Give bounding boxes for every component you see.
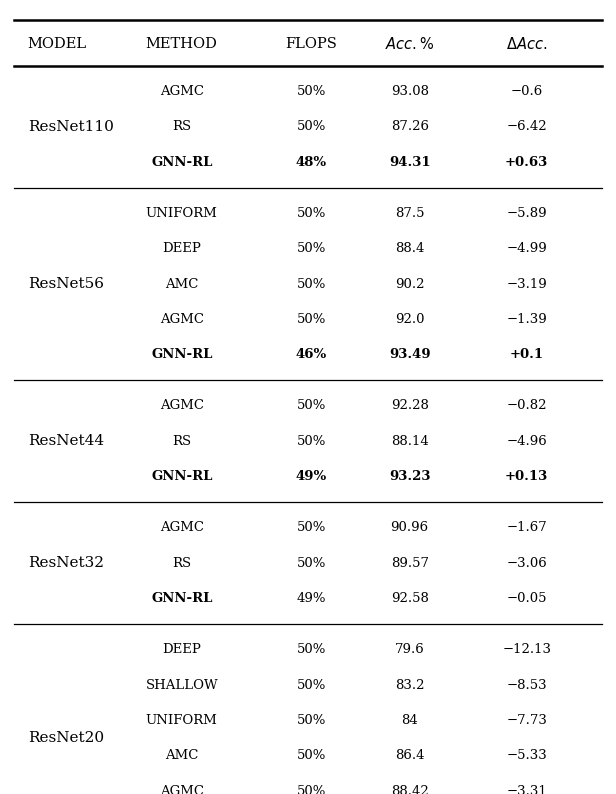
Text: −0.05: −0.05: [506, 592, 547, 605]
Text: 50%: 50%: [296, 313, 326, 326]
Text: 50%: 50%: [296, 643, 326, 656]
Text: 88.4: 88.4: [395, 242, 424, 255]
Text: ResNet110: ResNet110: [28, 120, 113, 134]
Text: AMC: AMC: [165, 750, 198, 762]
Text: −3.06: −3.06: [506, 557, 547, 569]
Text: AGMC: AGMC: [160, 784, 204, 794]
Text: UNIFORM: UNIFORM: [146, 207, 217, 220]
Text: GNN-RL: GNN-RL: [151, 592, 213, 605]
Text: 50%: 50%: [296, 242, 326, 255]
Text: 50%: 50%: [296, 557, 326, 569]
Text: RS: RS: [172, 121, 192, 133]
Text: $\mathit{Acc.}\%$: $\mathit{Acc.}\%$: [385, 36, 434, 52]
Text: ResNet56: ResNet56: [28, 277, 103, 291]
Text: −3.19: −3.19: [506, 278, 547, 291]
Text: DEEP: DEEP: [162, 242, 201, 255]
Text: ResNet20: ResNet20: [28, 731, 104, 745]
Text: 83.2: 83.2: [395, 679, 424, 692]
Text: 89.57: 89.57: [391, 557, 429, 569]
Text: 49%: 49%: [296, 470, 326, 483]
Text: 50%: 50%: [296, 679, 326, 692]
Text: 50%: 50%: [296, 522, 326, 534]
Text: +0.63: +0.63: [505, 156, 548, 168]
Text: −1.67: −1.67: [506, 522, 547, 534]
Text: 50%: 50%: [296, 207, 326, 220]
Text: 93.08: 93.08: [391, 85, 429, 98]
Text: −3.31: −3.31: [506, 784, 547, 794]
Text: 79.6: 79.6: [395, 643, 424, 656]
Text: MODEL: MODEL: [28, 37, 87, 51]
Text: 46%: 46%: [296, 349, 326, 361]
Text: ResNet44: ResNet44: [28, 434, 104, 449]
Text: −7.73: −7.73: [506, 714, 547, 727]
Text: −0.82: −0.82: [506, 399, 547, 412]
Text: AGMC: AGMC: [160, 85, 204, 98]
Text: GNN-RL: GNN-RL: [151, 470, 213, 483]
Text: +0.1: +0.1: [509, 349, 544, 361]
Text: 48%: 48%: [296, 156, 326, 168]
Text: DEEP: DEEP: [162, 643, 201, 656]
Text: 88.14: 88.14: [391, 435, 429, 448]
Text: 50%: 50%: [296, 121, 326, 133]
Text: FLOPS: FLOPS: [285, 37, 337, 51]
Text: 50%: 50%: [296, 278, 326, 291]
Text: 50%: 50%: [296, 750, 326, 762]
Text: 92.58: 92.58: [391, 592, 429, 605]
Text: GNN-RL: GNN-RL: [151, 349, 213, 361]
Text: 49%: 49%: [296, 592, 326, 605]
Text: 87.26: 87.26: [391, 121, 429, 133]
Text: RS: RS: [172, 557, 192, 569]
Text: 50%: 50%: [296, 784, 326, 794]
Text: −6.42: −6.42: [506, 121, 547, 133]
Text: GNN-RL: GNN-RL: [151, 156, 213, 168]
Text: METHOD: METHOD: [146, 37, 217, 51]
Text: −12.13: −12.13: [502, 643, 551, 656]
Text: 87.5: 87.5: [395, 207, 424, 220]
Text: AGMC: AGMC: [160, 313, 204, 326]
Text: +0.13: +0.13: [505, 470, 548, 483]
Text: RS: RS: [172, 435, 192, 448]
Text: −4.96: −4.96: [506, 435, 547, 448]
Text: 50%: 50%: [296, 85, 326, 98]
Text: −4.99: −4.99: [506, 242, 547, 255]
Text: 90.96: 90.96: [391, 522, 429, 534]
Text: 50%: 50%: [296, 714, 326, 727]
Text: 92.28: 92.28: [391, 399, 429, 412]
Text: 94.31: 94.31: [389, 156, 431, 168]
Text: 92.0: 92.0: [395, 313, 424, 326]
Text: AGMC: AGMC: [160, 522, 204, 534]
Text: AMC: AMC: [165, 278, 198, 291]
Text: −5.89: −5.89: [506, 207, 547, 220]
Text: 50%: 50%: [296, 399, 326, 412]
Text: 88.42: 88.42: [391, 784, 429, 794]
Text: 86.4: 86.4: [395, 750, 424, 762]
Text: UNIFORM: UNIFORM: [146, 714, 217, 727]
Text: ResNet32: ResNet32: [28, 556, 103, 570]
Text: −5.33: −5.33: [506, 750, 547, 762]
Text: 84: 84: [401, 714, 418, 727]
Text: SHALLOW: SHALLOW: [145, 679, 218, 692]
Text: 90.2: 90.2: [395, 278, 424, 291]
Text: −1.39: −1.39: [506, 313, 547, 326]
Text: 50%: 50%: [296, 435, 326, 448]
Text: −8.53: −8.53: [506, 679, 547, 692]
Text: −0.6: −0.6: [511, 85, 543, 98]
Text: AGMC: AGMC: [160, 399, 204, 412]
Text: $\Delta\mathit{Acc.}$: $\Delta\mathit{Acc.}$: [506, 36, 547, 52]
Text: 93.49: 93.49: [389, 349, 431, 361]
Text: 93.23: 93.23: [389, 470, 431, 483]
